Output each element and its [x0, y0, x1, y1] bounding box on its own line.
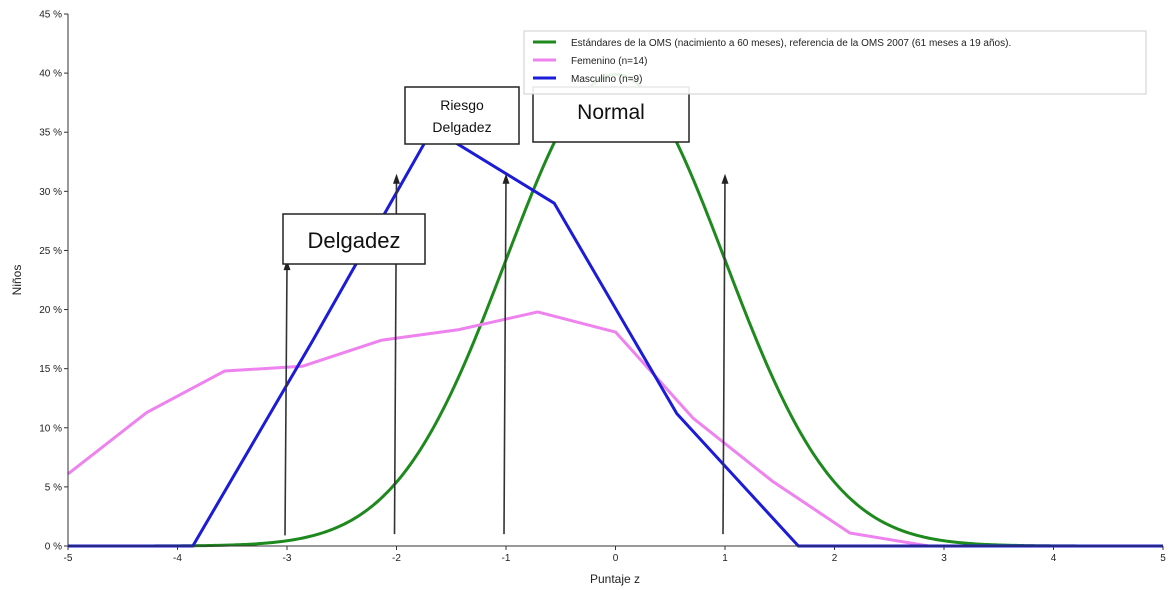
x-tick-label: -2: [392, 553, 401, 564]
y-tick-label: 25 %: [39, 246, 62, 257]
x-tick-label: -5: [64, 553, 73, 564]
annotation-delgadez: Delgadez: [282, 213, 426, 265]
annotation-arrow-2-head: [721, 173, 729, 184]
y-tick-label: 0 %: [45, 542, 62, 553]
x-axis-title: Puntaje z: [590, 572, 640, 586]
x-tick-label: 3: [941, 553, 947, 564]
x-tick-label: 0: [613, 553, 619, 564]
annotation-arrow-0-head: [283, 260, 291, 271]
annotation-arrow-2-shaft: [503, 178, 507, 535]
y-axis-title: Niños: [10, 265, 24, 296]
annotation-riesgo-delgadez-box: [404, 86, 520, 145]
y-tick-label: 15 %: [39, 364, 62, 375]
x-tick-label: 4: [1051, 553, 1057, 564]
x-tick-label: -3: [283, 553, 292, 564]
annotation-riesgo-delgadez: Riesgo Delgadez: [404, 86, 520, 145]
annotation-riesgo-line2: Delgadez: [432, 119, 491, 135]
annotation-normal-label: Normal: [577, 101, 645, 124]
annotation-arrow-2-shaft: [722, 178, 726, 535]
y-axis-ticks: 0 % 5 % 10 % 15 % 20 % 25 % 30 % 35 % 40 % 45 %: [39, 10, 68, 553]
x-tick-label: -4: [173, 553, 182, 564]
y-tick-label: 10 %: [39, 423, 62, 434]
legend-label-masculino: Masculino (n=9): [571, 74, 642, 85]
legend: Estándares de la OMS (nacimiento a 60 me…: [523, 30, 1147, 95]
annotation-riesgo-line1: Riesgo: [440, 97, 484, 113]
legend-label-femenino: Femenino (n=14): [571, 56, 647, 67]
legend-box: [523, 30, 1147, 95]
annotation-arrow-2-head: [502, 173, 510, 184]
x-tick-label: -1: [502, 553, 511, 564]
y-tick-label: 35 %: [39, 128, 62, 139]
annotation-arrow-1-head: [393, 173, 400, 184]
y-tick-label: 45 %: [39, 10, 62, 21]
legend-label-oms: Estándares de la OMS (nacimiento a 60 me…: [571, 38, 1011, 49]
x-tick-label: 5: [1160, 553, 1166, 564]
y-tick-label: 20 %: [39, 305, 62, 316]
y-tick-label: 5 %: [45, 482, 62, 493]
y-tick-label: 30 %: [39, 187, 62, 198]
x-tick-label: 1: [722, 553, 728, 564]
annotation-arrow-0-shaft: [284, 265, 288, 536]
x-tick-label: 2: [832, 553, 838, 564]
annotation-arrows: [283, 173, 729, 536]
x-axis-ticks: -5 -4 -3 -2 -1 0 1 2 3 4 5: [64, 546, 1166, 564]
annotation-delgadez-label: Delgadez: [308, 228, 401, 253]
y-tick-label: 40 %: [39, 69, 62, 80]
annotation-delgadez-box: [282, 213, 426, 265]
annotation-normal: Normal: [532, 86, 690, 143]
